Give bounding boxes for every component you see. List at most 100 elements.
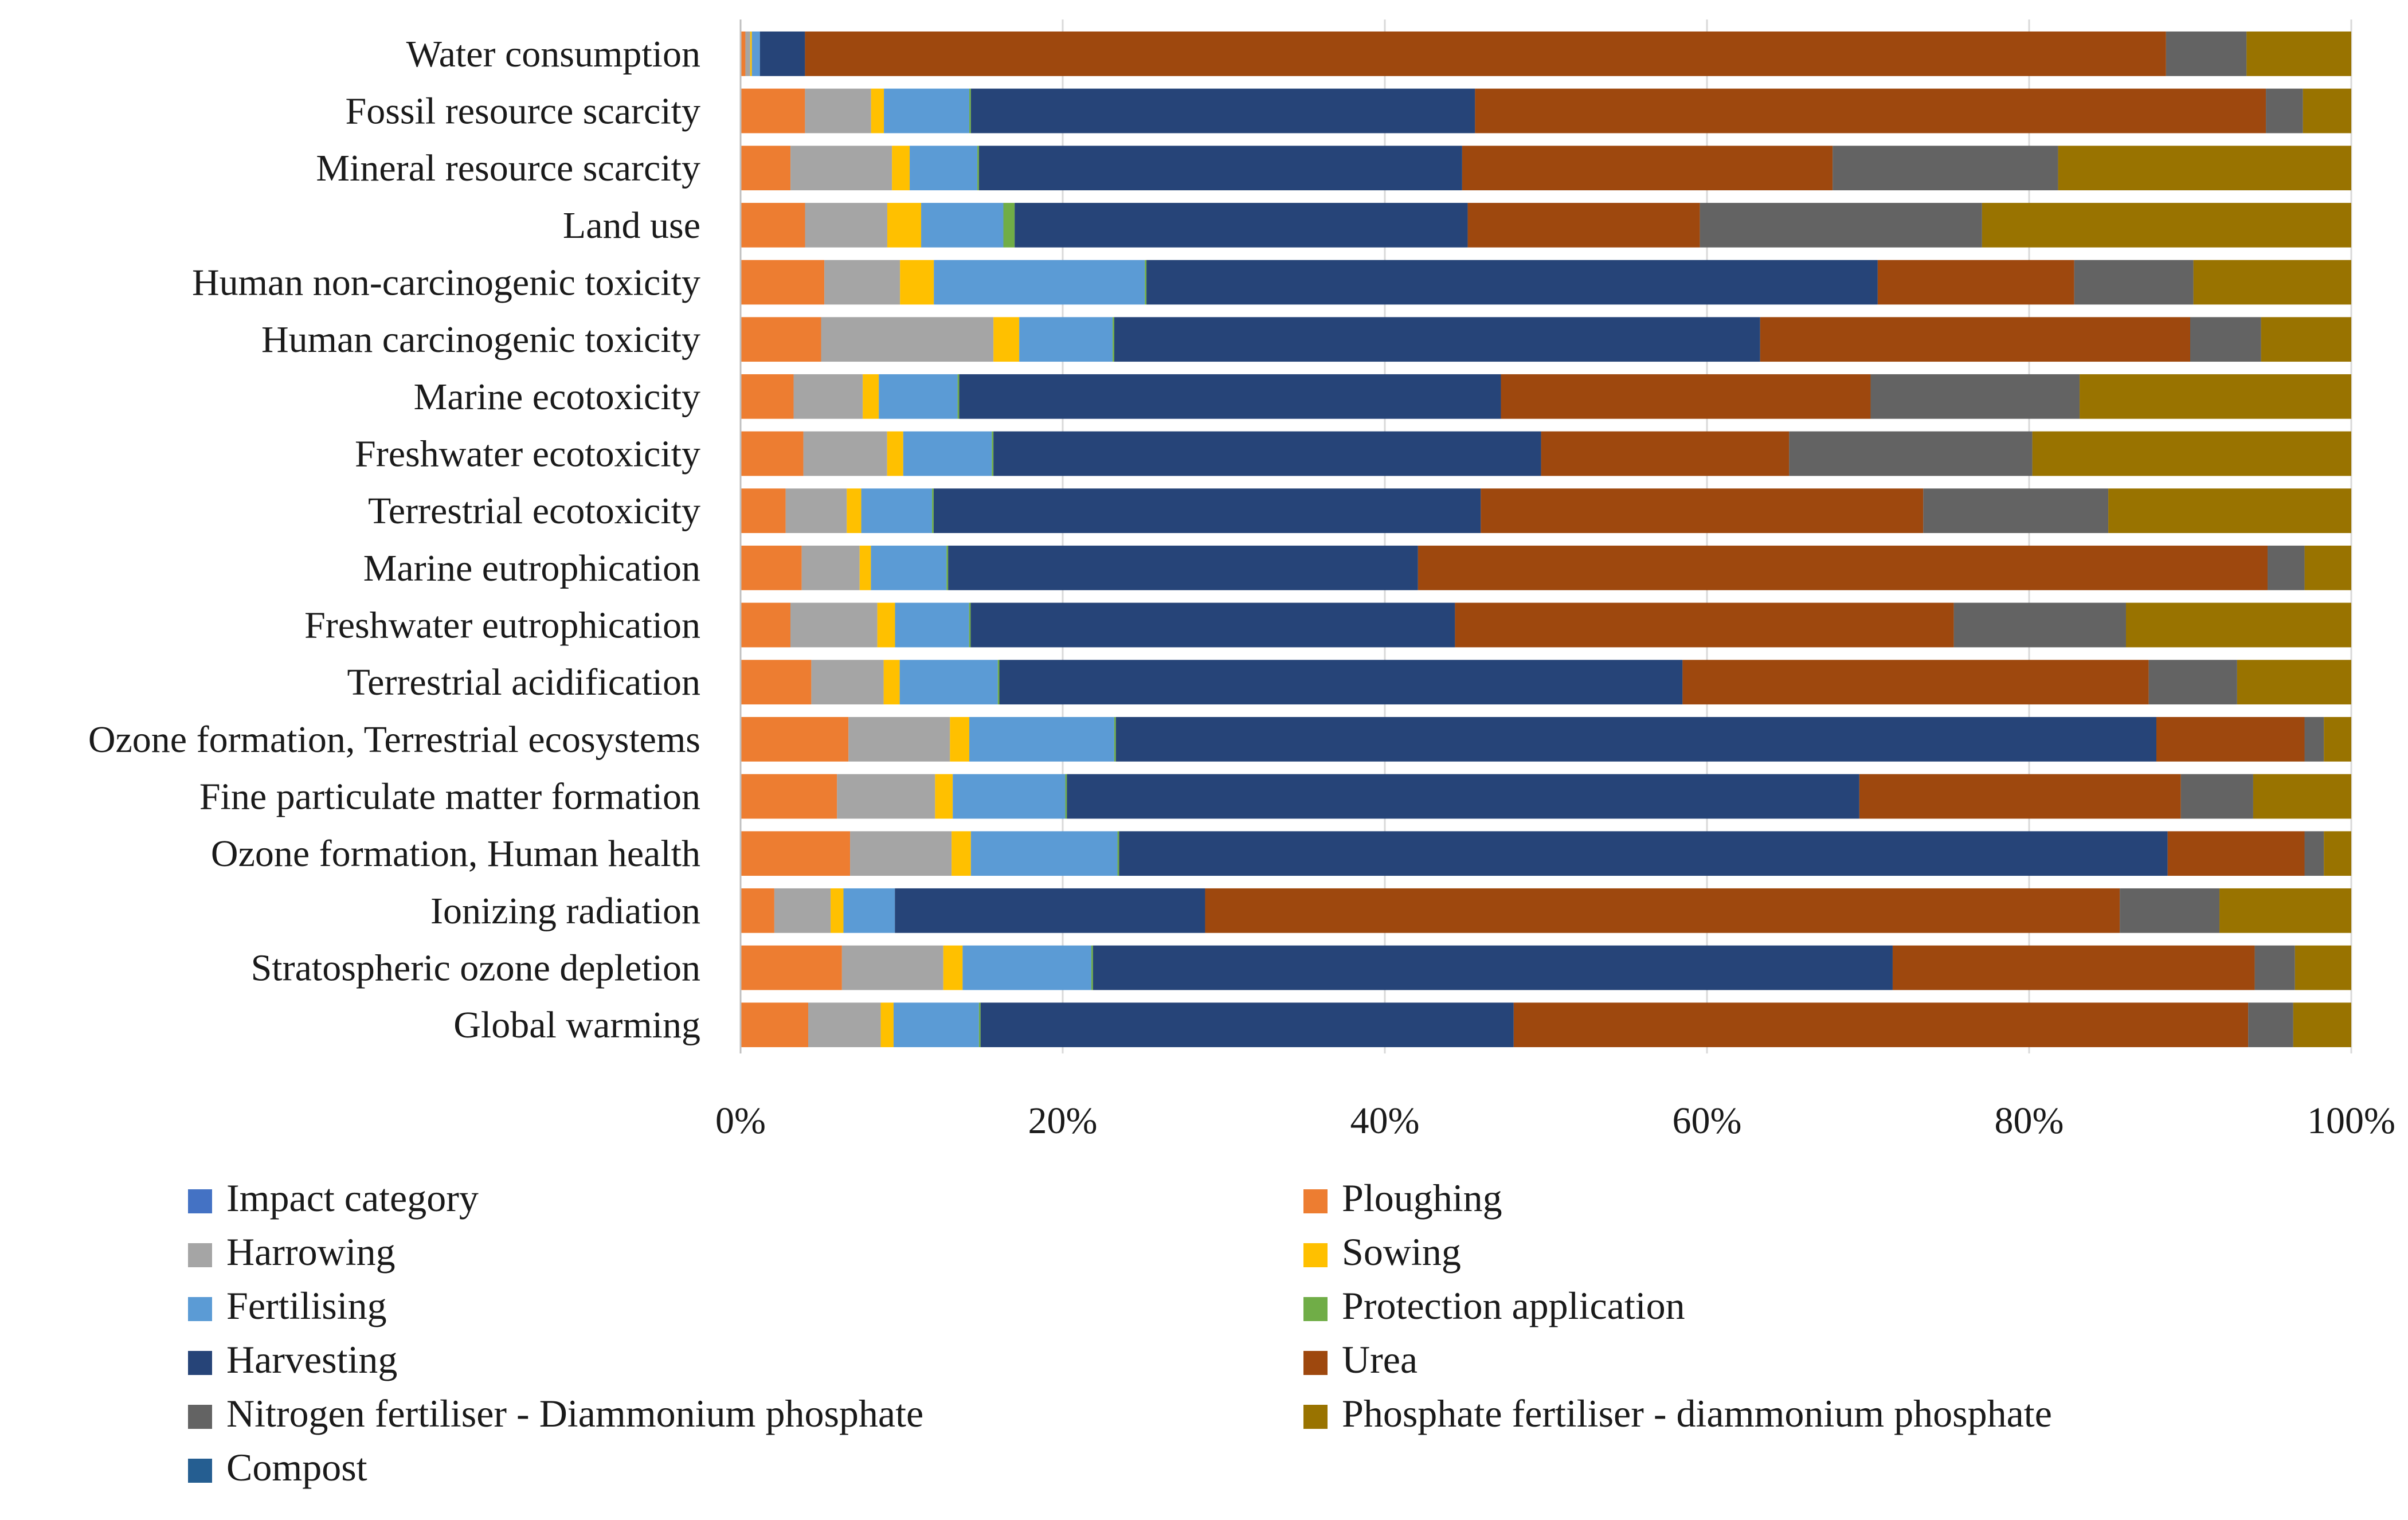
bar-segment xyxy=(950,716,970,762)
bar-segment xyxy=(2254,945,2295,990)
category-label: Terrestrial ecotoxicity xyxy=(368,490,700,532)
bar-segment xyxy=(992,431,994,476)
legend-label: Compost xyxy=(226,1445,367,1489)
bar-segment xyxy=(2148,660,2237,705)
bar-segment xyxy=(741,202,805,248)
category-label: Ozone formation, Human health xyxy=(211,833,700,875)
legend-label: Urea xyxy=(1342,1338,1418,1381)
category-label: Ozone formation, Terrestrial ecosystems xyxy=(88,719,700,761)
category-label: Ionizing radiation xyxy=(430,890,700,932)
legend-swatch xyxy=(1303,1405,1328,1429)
bar-segment xyxy=(741,660,812,705)
bar-segment xyxy=(2193,260,2351,305)
bar-segment xyxy=(2293,1002,2351,1048)
bar-segment xyxy=(1418,545,2268,590)
legend-label: Phosphate fertiliser - diammonium phosph… xyxy=(1342,1392,2052,1435)
x-tick-label: 80% xyxy=(1995,1100,2064,1142)
bar-segment xyxy=(953,774,1066,819)
bar-segment xyxy=(741,317,821,362)
bar-segment xyxy=(2180,774,2253,819)
legend-swatch xyxy=(1303,1351,1328,1375)
bar-segment xyxy=(2120,888,2220,933)
bar-segment xyxy=(871,545,947,590)
bar-segment xyxy=(2268,545,2305,590)
bar-segment xyxy=(2324,716,2351,762)
bar-segment xyxy=(900,260,934,305)
legend-swatch xyxy=(188,1189,212,1213)
bar-segment xyxy=(1113,317,1114,362)
bar-segment xyxy=(935,774,953,819)
bar-segment xyxy=(859,545,871,590)
bar-segment xyxy=(2058,146,2351,191)
bar-segment xyxy=(841,945,943,990)
legend-swatch xyxy=(188,1459,212,1483)
bar-segment xyxy=(1700,202,1982,248)
bar-segment xyxy=(741,888,774,933)
bar-segment xyxy=(808,1002,881,1048)
category-label: Freshwater ecotoxicity xyxy=(355,433,700,475)
bar-segment xyxy=(741,146,791,191)
bar-segment xyxy=(803,431,887,476)
bar-segment xyxy=(970,88,1475,134)
bar-segment xyxy=(880,1002,894,1048)
bar-segment xyxy=(932,488,934,534)
bar-segment xyxy=(1467,202,1700,248)
bar-segment xyxy=(1682,660,2149,705)
bar-segment xyxy=(892,146,910,191)
bar-segment xyxy=(2237,660,2351,705)
bar-segment xyxy=(790,146,892,191)
bar-segment xyxy=(1475,88,2266,134)
bar-segment xyxy=(1146,260,1878,305)
category-label: Human carcinogenic toxicity xyxy=(261,319,700,361)
bar-segment xyxy=(2166,31,2247,76)
bar-segment xyxy=(978,146,1462,191)
legend-swatch xyxy=(188,1243,212,1267)
bar-segment xyxy=(741,488,786,534)
category-labels: Water consumption Fossil resource scarcit… xyxy=(88,33,700,1046)
legend-label: Harrowing xyxy=(226,1230,396,1274)
bar-segment xyxy=(969,88,971,134)
bar-segment xyxy=(741,602,791,648)
bar-segment xyxy=(1455,602,1954,648)
x-tick-label: 100% xyxy=(2307,1100,2395,1142)
legend-label: Protection application xyxy=(1342,1284,1685,1327)
bar-segment xyxy=(1462,146,1833,191)
bar-segment xyxy=(887,431,903,476)
bar-segment xyxy=(957,374,960,419)
bar-segment xyxy=(785,488,847,534)
category-label: Land use xyxy=(563,205,700,246)
bar-segment xyxy=(910,146,978,191)
bar-segment xyxy=(741,31,746,76)
bar-segment xyxy=(980,1002,1514,1048)
bar-segment xyxy=(1114,716,1116,762)
bar-segment xyxy=(1019,317,1113,362)
bar-segment xyxy=(969,716,1114,762)
bar-segment xyxy=(741,945,842,990)
bar-segment xyxy=(2167,831,2305,876)
bar-segment xyxy=(2219,888,2351,933)
bar-segment xyxy=(2246,31,2351,76)
bar-segment xyxy=(1119,831,2168,876)
bar-segment xyxy=(1923,488,2109,534)
bar-segment xyxy=(969,602,971,648)
bar-segment xyxy=(1481,488,1924,534)
bars xyxy=(741,31,2351,1048)
bar-segment xyxy=(741,374,794,419)
legend-swatch xyxy=(188,1351,212,1375)
bar-segment xyxy=(1982,202,2351,248)
bar-segment xyxy=(1859,774,2181,819)
bar-segment xyxy=(831,888,844,933)
bar-segment xyxy=(861,488,933,534)
category-label: Terrestrial acidification xyxy=(347,661,700,703)
bar-segment xyxy=(999,660,1683,705)
category-label: Human non-carcinogenic toxicity xyxy=(192,262,700,304)
bar-segment xyxy=(1789,431,2033,476)
bar-segment xyxy=(2295,945,2351,990)
bar-segment xyxy=(1117,831,1119,876)
bar-segment xyxy=(741,1002,809,1048)
bar-segment xyxy=(871,88,884,134)
legend-label: Nitrogen fertiliser - Diammonium phospha… xyxy=(226,1392,923,1435)
bar-segment xyxy=(997,660,1000,705)
category-label: Water consumption xyxy=(406,33,700,75)
legend-label: Impact category xyxy=(226,1176,479,1220)
